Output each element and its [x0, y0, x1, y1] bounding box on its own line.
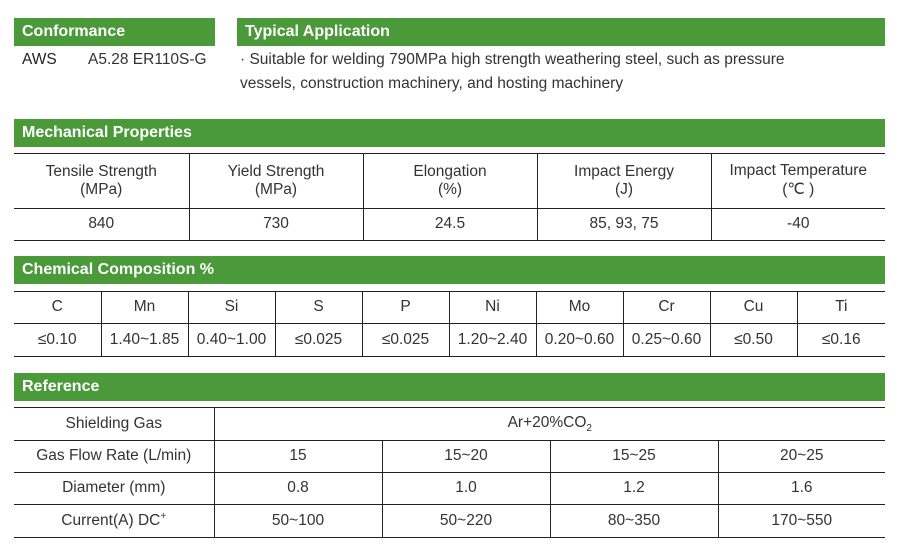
chem-element-cell: Ti [796, 292, 885, 323]
shielding-gas-value: Ar+20%CO2 [213, 408, 886, 440]
application-text-line1: · Suitable for welding 790MPa high stren… [240, 51, 785, 68]
chem-element-cell: S [274, 292, 362, 323]
chem-element-cell: Cr [622, 292, 710, 323]
chem-value-cell: 0.40~1.00 [187, 322, 275, 357]
chem-value-cell: 0.25~0.60 [622, 322, 710, 357]
ref-value-cell: 1.0 [381, 471, 550, 504]
mechanical-table: Tensile Strength (MPa) Yield Strength (MPa… [14, 154, 885, 241]
chem-value-cell: ≤0.16 [796, 322, 885, 357]
mech-header-cell: Tensile Strength (MPa) [45, 162, 157, 198]
reference-header: Reference [14, 373, 885, 401]
shielding-gas-label: Shielding Gas [65, 414, 162, 432]
mech-value-cell: 85, 93, 75 [536, 207, 711, 241]
ref-value-cell: 15~25 [549, 439, 718, 472]
conformance-spec: A5.28 ER110S-G [88, 51, 207, 68]
ref-value-cell: 15~20 [381, 439, 550, 472]
ref-value-cell: 15 [213, 439, 382, 472]
chem-value-cell: ≤0.10 [14, 322, 101, 357]
mech-value-cell: 840 [14, 207, 189, 241]
gas-flow-rate-label: Gas Flow Rate (L/min) [14, 439, 214, 472]
chem-element-cell: Mn [100, 292, 188, 323]
mechanical-top-rule [14, 153, 885, 154]
ref-value-cell: 80~350 [549, 503, 718, 538]
chem-value-cell: ≤0.50 [709, 322, 797, 357]
chem-element-cell: Mo [535, 292, 623, 323]
mech-header-cell: Elongation (%) [362, 154, 537, 208]
chemical-table: C Mn Si S P Ni Mo Cr Cu Ti ≤0.10 1.40~1.… [14, 292, 885, 357]
chem-value-cell: ≤0.025 [361, 322, 449, 357]
diameter-label: Diameter (mm) [14, 471, 214, 504]
ref-value-cell: 50~100 [213, 503, 382, 538]
chemical-top-rule [14, 291, 885, 292]
mech-header-cell: Impact Energy (J) [536, 154, 711, 208]
chem-value-cell: 0.20~0.60 [535, 322, 623, 357]
ref-value-cell: 170~550 [717, 503, 886, 538]
chem-element-cell: Cu [709, 292, 797, 323]
mech-value-cell: -40 [710, 207, 885, 241]
application-text-line2: vessels, construction machinery, and hos… [240, 75, 624, 92]
ref-value-cell: 0.8 [213, 471, 382, 504]
conformance-header: Conformance [14, 18, 215, 46]
ref-value-cell: 20~25 [717, 439, 886, 472]
mech-value-cell: 24.5 [362, 207, 537, 241]
ref-value-cell: 50~220 [381, 503, 550, 538]
mech-header-cell: Yield Strength (MPa) [188, 154, 363, 208]
current-label: Current(A) DC+ [14, 503, 214, 538]
reference-table: Shielding Gas Ar+20%CO2 Gas Flow Rate (L… [14, 408, 886, 538]
chem-value-cell: 1.40~1.85 [100, 322, 188, 357]
ref-value-cell: 1.2 [549, 471, 718, 504]
reference-top-rule [14, 407, 885, 408]
mech-value-cell: 730 [188, 207, 363, 241]
conformance-standard: AWS [22, 51, 57, 68]
mech-header-cell: Impact Temperature (℃ ) [710, 154, 885, 208]
chem-element-cell: C [51, 298, 63, 316]
mechanical-header: Mechanical Properties [14, 119, 885, 147]
chem-element-cell: Ni [448, 292, 536, 323]
chem-value-cell: 1.20~2.40 [448, 322, 536, 357]
application-header: Typical Application [237, 18, 885, 46]
chem-value-cell: ≤0.025 [274, 322, 362, 357]
ref-value-cell: 1.6 [717, 471, 886, 504]
chem-element-cell: P [361, 292, 449, 323]
chemical-header: Chemical Composition % [14, 256, 885, 284]
chem-element-cell: Si [187, 292, 275, 323]
